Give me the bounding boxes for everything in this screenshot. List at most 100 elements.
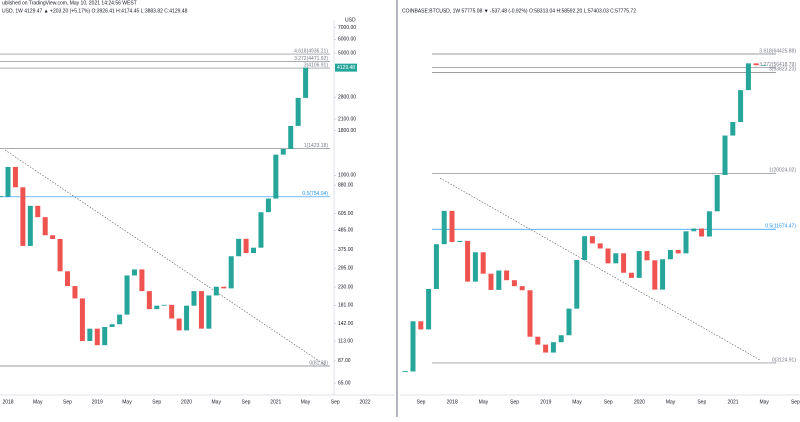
- candle: [566, 308, 572, 336]
- candle: [139, 269, 145, 292]
- fib-label: 0.5(754.04): [302, 191, 328, 197]
- x-tick-label: May: [759, 399, 769, 405]
- candle: [433, 244, 439, 289]
- candle: [511, 280, 517, 287]
- candle: [722, 135, 728, 175]
- candle: [714, 174, 720, 212]
- fib-label: 0.5(11574.47): [765, 224, 796, 230]
- candle: [660, 259, 666, 290]
- y-tick-label: 295.00: [338, 265, 354, 271]
- candle: [154, 305, 160, 310]
- candle: [745, 63, 751, 91]
- y-tick-label: 113.00: [338, 338, 353, 344]
- candle: [94, 328, 100, 346]
- candle: [206, 295, 212, 329]
- candle: [667, 249, 673, 260]
- candle: [265, 198, 271, 213]
- candle: [213, 286, 219, 296]
- candle: [504, 270, 510, 281]
- y-tick-label: 181.00: [338, 303, 354, 309]
- x-tick-label: May: [572, 399, 582, 405]
- candle: [589, 236, 595, 244]
- fib-label: 3(53823.23): [769, 67, 796, 73]
- fib-label: 4.618(4936.21): [294, 48, 328, 54]
- fib-label: 1(20024.02): [769, 168, 796, 174]
- y-tick-label: 142.00: [338, 321, 354, 327]
- candle: [87, 328, 93, 342]
- candle: [72, 286, 78, 299]
- candle: [5, 166, 11, 197]
- x-tick-label: 2019: [92, 399, 103, 405]
- candle: [480, 252, 486, 274]
- trend-line: [439, 177, 761, 361]
- candle: [20, 187, 26, 246]
- x-tick-label: 2020: [634, 399, 645, 405]
- candle: [243, 238, 249, 254]
- candle: [574, 259, 580, 309]
- x-tick-label: Sep: [697, 399, 706, 405]
- y-tick-label: 87.00: [338, 358, 351, 364]
- candle: [449, 210, 455, 242]
- candle: [488, 273, 494, 290]
- x-tick-label: Sep: [63, 399, 72, 405]
- fib-label: 1(1423.18): [304, 143, 329, 149]
- x-tick-label: Sep: [242, 399, 251, 405]
- fib-label: 3.272(4471.92): [294, 56, 328, 62]
- currency-label: USD: [345, 17, 356, 23]
- fib-label: 3(4106.91): [304, 62, 329, 68]
- y-tick-label: 230.00: [338, 284, 354, 290]
- fib-label: 0(3124.91): [772, 357, 797, 363]
- candle: [410, 321, 416, 372]
- x-tick-label: May: [666, 399, 676, 405]
- price-tag: [335, 63, 357, 72]
- x-tick-label: Sep: [604, 399, 613, 405]
- x-tick-label: 2018: [2, 399, 13, 405]
- y-tick-label: 2800.00: [338, 94, 356, 100]
- candle: [79, 298, 85, 342]
- candle: [605, 248, 611, 264]
- y-tick-label: 1000.00: [338, 173, 356, 179]
- symbol-line: COINBASE:BTCUSD, 1W 57775.08 ▼ -537.48 (…: [402, 8, 636, 14]
- candle: [730, 121, 736, 136]
- x-tick-label: 2021: [270, 399, 281, 405]
- candle: [236, 238, 242, 257]
- y-tick-label: 375.00: [338, 247, 354, 253]
- candle: [621, 253, 627, 273]
- candle: [597, 243, 603, 249]
- candle: [35, 205, 41, 218]
- candle: [582, 236, 588, 260]
- fib-label: 3.272(56418.79): [759, 62, 796, 68]
- candle: [550, 342, 556, 353]
- candle: [258, 212, 264, 248]
- candle: [295, 97, 301, 126]
- candle: [706, 211, 712, 237]
- x-tick-label: Sep: [791, 399, 800, 405]
- candle: [675, 249, 681, 254]
- y-tick-label: 65.00: [338, 380, 351, 386]
- candle: [691, 228, 697, 232]
- candle: [57, 238, 63, 272]
- x-tick-label: Sep: [417, 399, 426, 405]
- x-tick-label: Sep: [152, 399, 161, 405]
- candle: [124, 275, 130, 315]
- x-tick-label: 2020: [181, 399, 192, 405]
- candle: [228, 256, 234, 289]
- candle: [441, 210, 447, 245]
- candle: [761, 65, 767, 66]
- price-tag-text: 4129.48: [337, 65, 355, 71]
- candle: [27, 205, 33, 246]
- x-tick-label: Sep: [510, 399, 519, 405]
- candle: [184, 305, 190, 331]
- candle: [472, 252, 478, 282]
- candle: [131, 269, 137, 276]
- candle: [280, 148, 286, 155]
- candle: [519, 286, 525, 291]
- candle: [273, 154, 279, 199]
- candle: [683, 231, 689, 254]
- x-tick-label: May: [479, 399, 489, 405]
- candle: [636, 251, 642, 278]
- x-tick-label: 2019: [540, 399, 551, 405]
